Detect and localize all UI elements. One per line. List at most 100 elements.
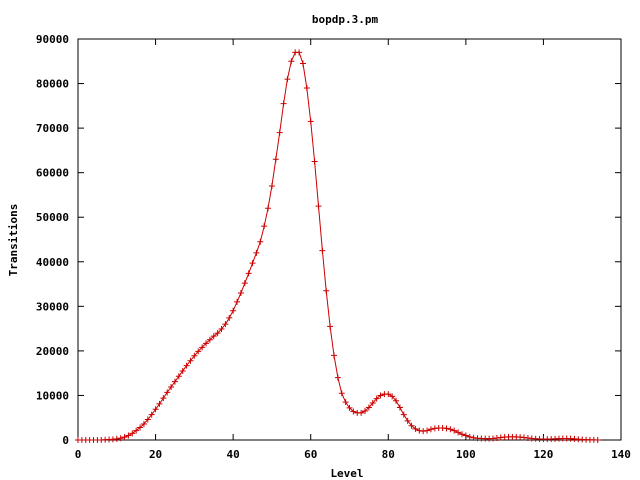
data-point (164, 389, 171, 396)
data-point (140, 420, 147, 427)
data-point (307, 118, 314, 125)
x-tick-label: 40 (227, 448, 240, 461)
data-point (257, 238, 264, 245)
data-point (280, 100, 287, 107)
y-tick-label: 30000 (36, 300, 69, 313)
data-point (288, 58, 295, 65)
data-point (261, 223, 268, 230)
data-point (311, 158, 318, 165)
data-point (125, 432, 132, 439)
data-point (268, 183, 275, 190)
data-point (117, 435, 124, 442)
series-line-group (78, 51, 598, 441)
y-tick-label: 10000 (36, 389, 69, 402)
y-tick-label: 60000 (36, 167, 69, 180)
data-point (175, 373, 182, 380)
data-point (362, 408, 369, 415)
data-point (424, 427, 431, 434)
data-point (222, 321, 229, 328)
x-tick-label: 100 (456, 448, 476, 461)
data-point (358, 409, 365, 416)
data-point (346, 404, 353, 411)
x-tick-label: 20 (149, 448, 162, 461)
data-point (237, 289, 244, 296)
data-point (284, 76, 291, 83)
data-point (299, 60, 306, 67)
data-point (199, 344, 206, 351)
data-point (327, 323, 334, 330)
axis-ticks: 0 20 40 60 80 100 120 140 0 10000 20000 30000 40000 5… (36, 33, 631, 461)
data-point (156, 400, 163, 407)
x-axis-label: Level (330, 467, 363, 480)
data-point (334, 374, 341, 381)
data-point (373, 395, 380, 402)
data-point (202, 340, 209, 347)
x-tick-label: 140 (611, 448, 631, 461)
data-point (129, 430, 136, 437)
data-point (330, 352, 337, 359)
data-point (226, 314, 233, 321)
data-point (385, 391, 392, 398)
data-point (296, 49, 303, 56)
data-point (462, 432, 469, 439)
data-point (404, 417, 411, 424)
x-tick-label: 80 (382, 448, 395, 461)
data-point (183, 362, 190, 369)
data-point (195, 348, 202, 355)
data-point (133, 427, 140, 434)
data-point (113, 435, 120, 442)
y-tick-label: 20000 (36, 345, 69, 358)
x-tick-label: 120 (533, 448, 553, 461)
y-tick-label: 80000 (36, 78, 69, 91)
data-point (137, 424, 144, 431)
data-point (218, 326, 225, 333)
data-point (230, 307, 237, 314)
data-point (400, 411, 407, 418)
data-point (210, 333, 217, 340)
y-tick-label: 40000 (36, 256, 69, 269)
data-point (389, 393, 396, 400)
data-point (377, 392, 384, 399)
data-point (447, 426, 454, 433)
data-point (458, 431, 465, 438)
x-tick-label: 60 (304, 448, 317, 461)
data-point (171, 378, 178, 385)
data-point (144, 416, 151, 423)
data-point (234, 298, 241, 305)
data-point (265, 205, 272, 212)
data-point (350, 408, 357, 415)
chart-title: bopdp.3.pm (312, 13, 379, 26)
data-point (160, 395, 167, 402)
data-point (369, 400, 376, 407)
data-point (323, 287, 330, 294)
data-point (443, 425, 450, 432)
plot-frame (77, 38, 622, 441)
y-tick-label: 50000 (36, 211, 69, 224)
data-point (338, 390, 345, 397)
data-point (152, 406, 159, 413)
data-point (365, 404, 372, 411)
data-point (206, 336, 213, 343)
data-point (393, 397, 400, 404)
data-point (594, 437, 601, 443)
data-point (253, 249, 260, 256)
data-point (241, 280, 248, 287)
data-point (342, 399, 349, 406)
data-point (455, 429, 462, 436)
data-point (168, 383, 175, 390)
y-axis-label: Transitions (7, 204, 20, 277)
data-point (427, 426, 434, 433)
y-tick-label: 90000 (36, 33, 69, 46)
data-point (315, 203, 322, 210)
data-point (187, 357, 194, 364)
data-point (408, 422, 415, 429)
data-point (451, 427, 458, 434)
data-point (466, 433, 473, 440)
data-point (214, 330, 221, 337)
y-tick-label: 70000 (36, 122, 69, 135)
data-point (245, 270, 252, 277)
data-point (148, 411, 155, 418)
data-point (276, 129, 283, 136)
data-point (412, 425, 419, 432)
data-point (191, 352, 198, 359)
